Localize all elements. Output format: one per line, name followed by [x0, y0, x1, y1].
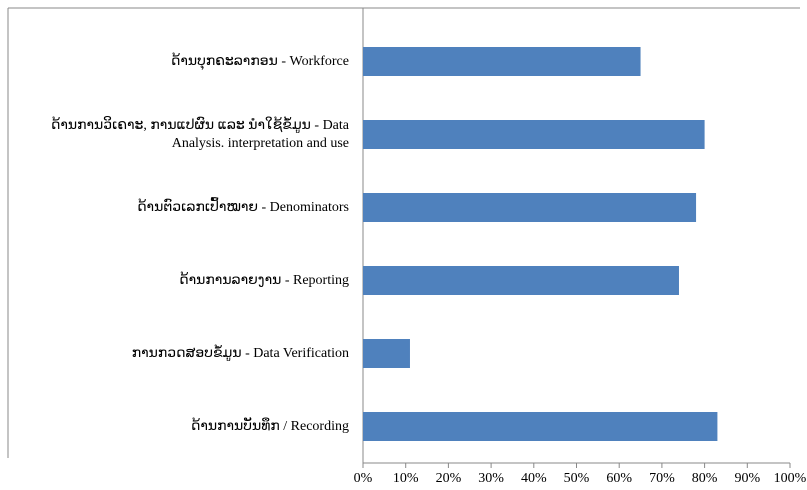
x-tick-label: 40%: [521, 471, 547, 486]
x-tick-label: 90%: [734, 471, 760, 486]
x-tick-label: 50%: [564, 471, 590, 486]
x-tick-label: 20%: [436, 471, 462, 486]
bar: [363, 193, 697, 222]
y-tick-label: ດ້ານການບັນທຶກ / Recording: [190, 418, 349, 434]
y-tick-label: ດ້ານການລາຍງານ - Reporting: [179, 272, 349, 288]
x-tick-label: 60%: [606, 471, 632, 486]
x-tick-label: 70%: [649, 471, 675, 486]
x-tick-label: 10%: [393, 471, 419, 486]
y-tick-label: ດ້ານການວິເຄາະ, ການແປຜົນ ແລະ ນຳໃຊ້ຂໍ້ມູນ …: [50, 117, 349, 151]
y-tick-label: ດ້ານບຸກຄະລາກອນ - Workforce: [170, 53, 349, 69]
bar: [363, 412, 718, 441]
x-tick-label: 30%: [478, 471, 504, 486]
bar: [363, 266, 679, 295]
bar: [363, 120, 705, 149]
y-tick-label: ການກວດສອບຂໍ້ມູນ - Data Verification: [131, 345, 349, 361]
x-tick-label: 80%: [692, 471, 718, 486]
bar: [363, 47, 641, 76]
x-tick-label: 100%: [774, 471, 807, 486]
x-tick-label: 0%: [354, 471, 373, 486]
bar: [363, 339, 410, 368]
y-tick-label: ດ້ານຕົວເລກເປົ້າໝາຍ - Denominators: [137, 199, 349, 215]
